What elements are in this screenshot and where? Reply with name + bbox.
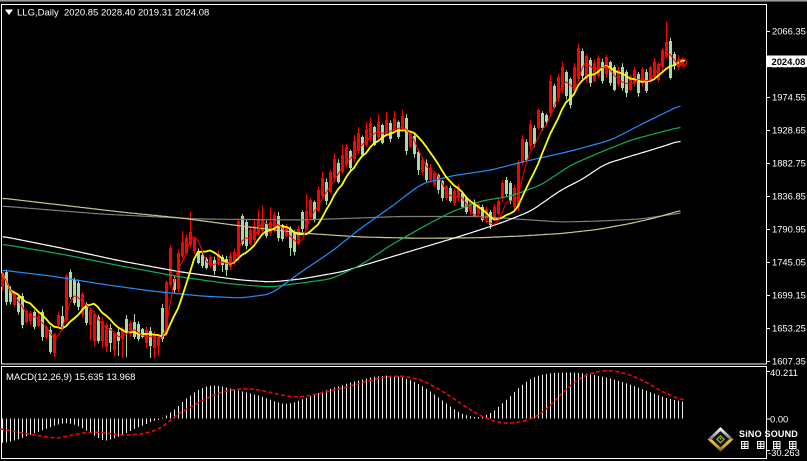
svg-text:1974.55: 1974.55: [772, 92, 806, 103]
svg-text:0.00: 0.00: [770, 414, 788, 425]
svg-text:1882.75: 1882.75: [772, 158, 806, 169]
svg-text:-30.263: -30.263: [768, 447, 800, 458]
svg-text:2066.35: 2066.35: [772, 26, 806, 37]
svg-text:2024.08: 2024.08: [772, 56, 806, 67]
svg-text:1836.85: 1836.85: [772, 191, 806, 202]
svg-text:1699.15: 1699.15: [772, 290, 806, 301]
svg-text:1928.65: 1928.65: [772, 125, 806, 136]
svg-text:LLG,Daily 2020.85 2028.40 201: LLG,Daily 2020.85 2028.40 2019.31 2024.0…: [17, 8, 209, 19]
svg-text:MACD(12,26,9) 15.635 13.968: MACD(12,26,9) 15.635 13.968: [6, 372, 135, 383]
svg-text:1790.95: 1790.95: [772, 224, 806, 235]
svg-text:40.211: 40.211: [770, 367, 798, 378]
svg-text:1653.25: 1653.25: [772, 323, 806, 334]
svg-text:1745.05: 1745.05: [772, 257, 806, 268]
svg-text:SiNO SOUND: SiNO SOUND: [739, 429, 798, 439]
svg-text:1607.35: 1607.35: [772, 356, 806, 367]
